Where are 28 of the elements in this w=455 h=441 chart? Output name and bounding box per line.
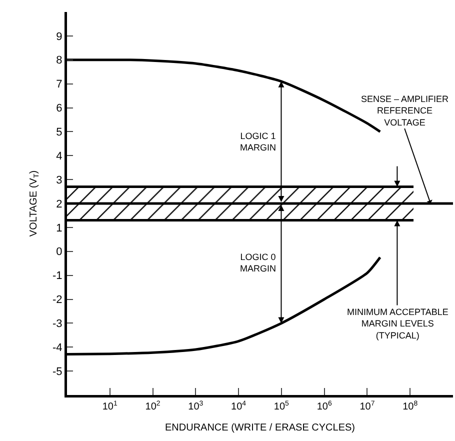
y-tick-label: 0 — [56, 246, 62, 258]
x-tick-label: 10$^{8}$ — [402, 400, 418, 412]
y-tick-label: 6 — [56, 102, 62, 115]
x-tick-label: 10$^{7}$ — [360, 400, 375, 412]
x-tick-label: 10$^{5}$ — [274, 400, 290, 412]
annotation: MINIMUM ACCEPTABLE MARGIN LEVELS (TYPICAL) — [347, 307, 448, 340]
x-axis-title: ENDURANCE (WRITE / ERASE CYCLES) — [164, 422, 356, 434]
x-tick-label: 10$^{3}$ — [188, 400, 204, 412]
x-tick-label: 10$^{1}$ — [102, 400, 118, 412]
x-tick-label: 10$^{4}$ — [231, 400, 246, 412]
y-tick-label: 1 — [56, 222, 62, 234]
y-tick-label: 7 — [56, 78, 62, 91]
annotation: LOGIC 1 MARGIN — [240, 131, 276, 153]
y-tick-label: 4 — [56, 150, 62, 162]
x-tick-label: 10$^{2}$ — [145, 400, 160, 412]
y-tick-label: 3 — [56, 174, 62, 186]
x-tick-label: 10$^{6}$ — [316, 400, 332, 412]
annotation: SENSE – AMPLIFIER REFERENCE VOLTAGE — [361, 94, 450, 128]
y-tick-label: 2 — [56, 198, 62, 210]
y-tick-label: 8 — [56, 54, 62, 67]
y-tick-label: -2 — [52, 294, 62, 306]
y-tick-label: -5 — [52, 366, 62, 378]
y-tick-label: 5 — [56, 126, 62, 139]
y-tick-label: -3 — [52, 318, 62, 330]
y-tick-label: -1 — [52, 270, 62, 282]
y-tick-label: -4 — [52, 342, 62, 354]
y-tick-label: 9 — [56, 30, 62, 43]
annotation: LOGIC 0 MARGIN — [240, 252, 276, 274]
